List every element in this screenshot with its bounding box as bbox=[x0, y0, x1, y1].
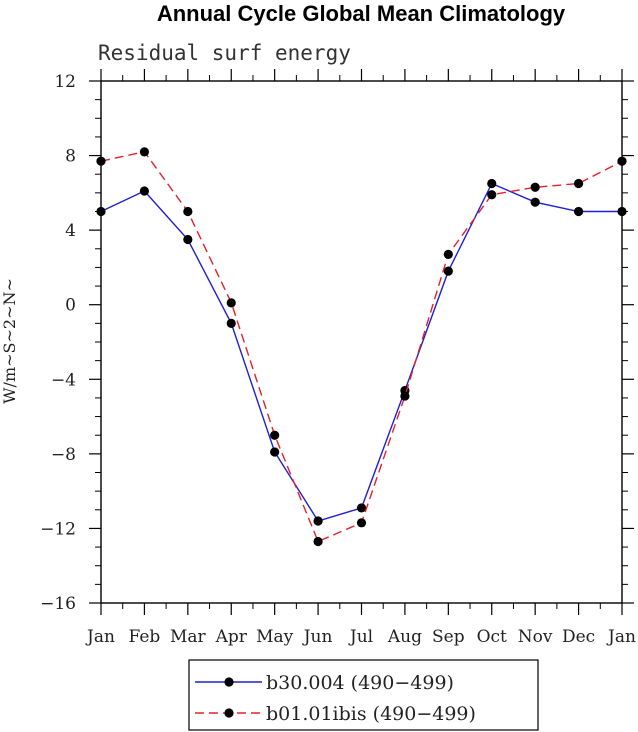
y-tick-label: 4 bbox=[65, 221, 76, 241]
series-2-point bbox=[573, 178, 584, 189]
x-tick-label: Jul bbox=[348, 627, 373, 647]
y-tick-label: 12 bbox=[54, 72, 76, 92]
y-axis-label: W/m~S~2~N~ bbox=[0, 278, 19, 404]
series-2-point bbox=[487, 190, 497, 200]
y-tick-label: −4 bbox=[51, 370, 76, 390]
series-2-point bbox=[530, 182, 540, 192]
series-2-point bbox=[400, 391, 410, 401]
x-tick-label: Jan bbox=[606, 627, 636, 647]
series-line-2 bbox=[100, 151, 623, 543]
x-tick-label: Oct bbox=[477, 627, 507, 647]
x-tick-label: Nov bbox=[518, 627, 553, 647]
chart-subtitle: Residual surf energy bbox=[98, 41, 351, 65]
series-2-point bbox=[183, 206, 193, 217]
plot-frame bbox=[100, 80, 623, 604]
x-tick-label: Feb bbox=[129, 627, 161, 647]
series-1-point bbox=[356, 503, 367, 513]
series-1-point bbox=[530, 197, 540, 207]
series-1-point bbox=[573, 206, 584, 217]
series-2-point bbox=[270, 430, 280, 440]
series-1-point bbox=[139, 186, 150, 196]
series-1-point bbox=[487, 178, 497, 189]
x-tick-label: Apr bbox=[215, 627, 248, 647]
ticks-layer: Jan Feb Mar Apr May Jun Jul Aug Sep Oct Nov Dec Jan 1… bbox=[40, 69, 636, 647]
legend-label-2: b01.01ibis (490−499) bbox=[266, 703, 476, 725]
series-1-point bbox=[313, 516, 323, 526]
x-tick-label: Dec bbox=[562, 627, 595, 647]
series-2-point bbox=[313, 536, 323, 547]
legend-marker-1 bbox=[224, 677, 234, 687]
x-tick-label: Aug bbox=[387, 627, 422, 647]
chart-title: Annual Cycle Global Mean Climatology bbox=[157, 1, 566, 26]
series-2-point bbox=[139, 147, 150, 157]
y-tick-label: 8 bbox=[65, 147, 76, 167]
legend-label-1: b30.004 (490−499) bbox=[266, 672, 454, 694]
series-layer bbox=[96, 147, 627, 547]
legend-box bbox=[188, 659, 539, 731]
series-2-point bbox=[443, 249, 453, 259]
y-tick-label: 0 bbox=[65, 296, 76, 316]
series-2-point bbox=[356, 518, 367, 528]
series-1-point bbox=[226, 318, 236, 328]
x-tick-label: Mar bbox=[170, 627, 207, 647]
x-tick-label: Sep bbox=[432, 627, 465, 647]
legend: b30.004 (490−499) b01.01ibis (490−499) bbox=[188, 659, 539, 731]
x-tick-label: May bbox=[256, 627, 294, 647]
series-2-point bbox=[226, 298, 236, 308]
x-tick-label: Jun bbox=[302, 627, 333, 647]
series-1-point bbox=[443, 266, 453, 276]
x-tick-label: Jan bbox=[85, 627, 115, 647]
y-tick-label: −8 bbox=[51, 445, 76, 465]
y-tick-label: −16 bbox=[40, 594, 76, 614]
series-line-1 bbox=[100, 182, 622, 522]
series-1-point bbox=[270, 447, 280, 457]
series-1-point bbox=[183, 234, 193, 245]
legend-marker-2 bbox=[224, 708, 234, 718]
y-tick-label: −12 bbox=[40, 519, 76, 539]
